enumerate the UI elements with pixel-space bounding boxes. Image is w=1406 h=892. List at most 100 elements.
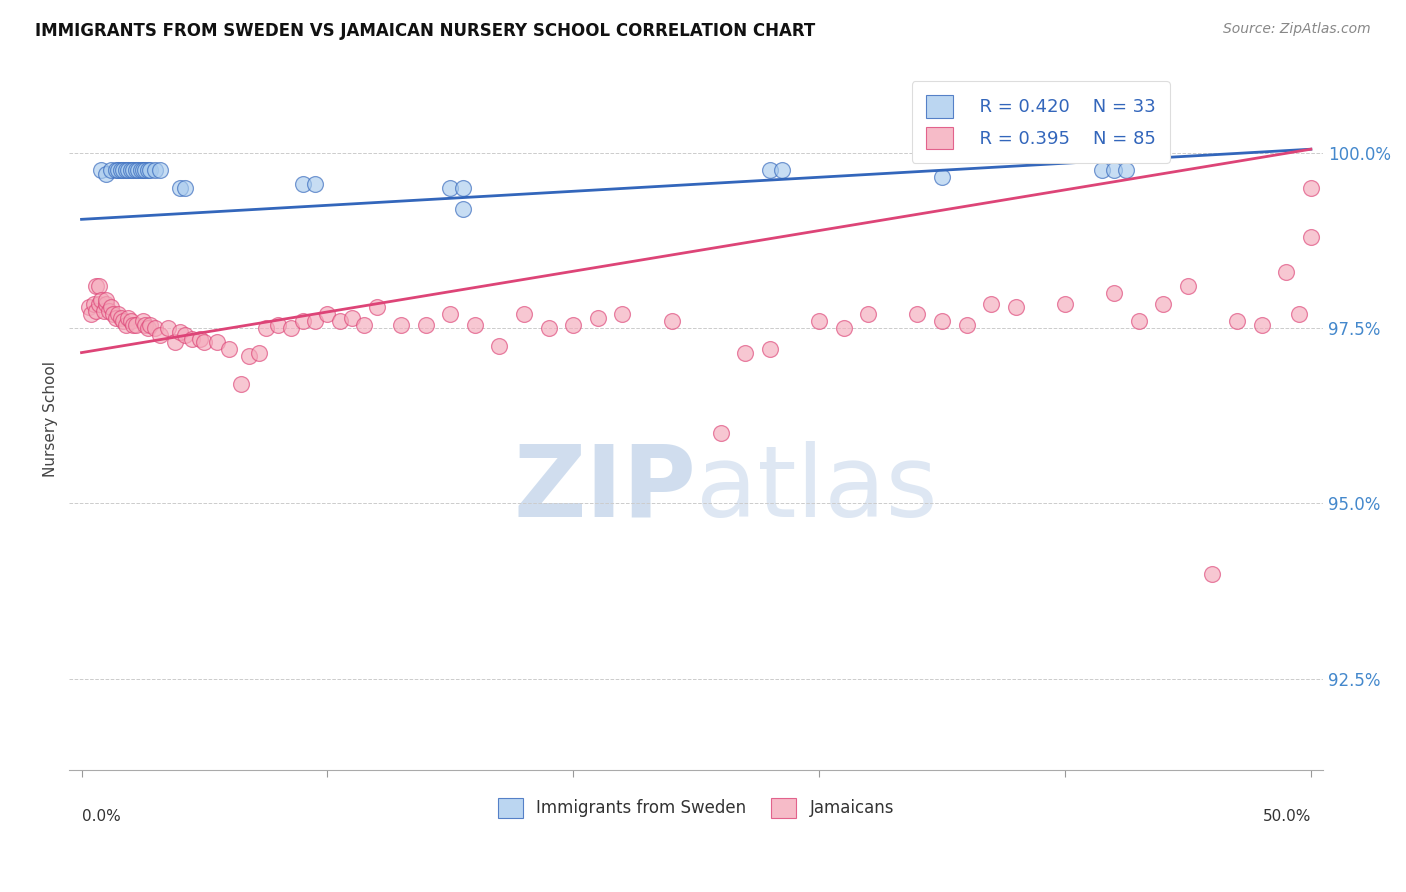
Point [1128, 314, 1150, 328]
Point [87, 279, 110, 293]
Point [104, 310, 127, 325]
Point [112, 314, 135, 328]
Point [173, 328, 195, 343]
Point [238, 349, 260, 363]
Point [513, 307, 536, 321]
Point [1102, 163, 1125, 178]
Point [173, 181, 195, 195]
Point [562, 318, 585, 332]
Text: atlas: atlas [696, 441, 938, 538]
Point [439, 181, 461, 195]
Point [80, 307, 103, 321]
Point [122, 163, 145, 178]
Point [759, 163, 782, 178]
Text: 50.0%: 50.0% [1263, 808, 1310, 823]
Point [181, 332, 204, 346]
Point [734, 345, 756, 359]
Point [84, 279, 107, 293]
Point [136, 321, 159, 335]
Point [134, 318, 156, 332]
Point [291, 178, 314, 192]
Point [759, 342, 782, 356]
Point [956, 318, 979, 332]
Point [832, 321, 855, 335]
Point [858, 307, 880, 321]
Point [537, 321, 560, 335]
Point [117, 310, 139, 325]
Point [280, 321, 302, 335]
Point [149, 328, 172, 343]
Point [304, 178, 326, 192]
Point [254, 321, 277, 335]
Point [143, 321, 166, 335]
Point [1091, 163, 1114, 178]
Point [163, 335, 186, 350]
Point [122, 318, 145, 332]
Point [149, 163, 172, 178]
Point [1299, 230, 1322, 244]
Point [329, 314, 352, 328]
Point [1250, 318, 1272, 332]
Point [103, 307, 125, 321]
Point [586, 310, 609, 325]
Y-axis label: Nursery School: Nursery School [44, 361, 58, 477]
Text: ZIP: ZIP [513, 441, 696, 538]
Point [1053, 296, 1076, 310]
Point [451, 181, 474, 195]
Point [90, 293, 112, 307]
Point [661, 314, 683, 328]
Point [451, 202, 474, 216]
Point [931, 314, 953, 328]
Point [156, 321, 179, 335]
Point [77, 300, 100, 314]
Point [907, 307, 929, 321]
Point [1288, 307, 1310, 321]
Point [389, 318, 412, 332]
Point [464, 318, 486, 332]
Point [1201, 566, 1223, 581]
Point [612, 307, 634, 321]
Text: Source: ZipAtlas.com: Source: ZipAtlas.com [1223, 22, 1371, 37]
Point [136, 163, 159, 178]
Point [1102, 285, 1125, 300]
Point [267, 318, 290, 332]
Point [1226, 314, 1249, 328]
Point [415, 318, 437, 332]
Point [127, 163, 149, 178]
Point [931, 170, 953, 185]
Point [304, 314, 326, 328]
Point [110, 163, 132, 178]
Point [353, 318, 375, 332]
Point [1115, 163, 1137, 178]
Text: 0.0%: 0.0% [82, 808, 121, 823]
Point [94, 296, 117, 310]
Point [770, 163, 793, 178]
Point [87, 296, 110, 310]
Point [93, 303, 115, 318]
Point [231, 377, 253, 392]
Point [1004, 300, 1026, 314]
Point [316, 307, 339, 321]
Point [84, 303, 107, 318]
Point [188, 332, 211, 346]
Point [124, 163, 146, 178]
Point [205, 335, 228, 350]
Point [1275, 265, 1298, 279]
Point [340, 310, 363, 325]
Point [366, 300, 388, 314]
Point [110, 310, 132, 325]
Point [83, 296, 105, 310]
Point [1299, 181, 1322, 195]
Point [808, 314, 831, 328]
Point [104, 163, 127, 178]
Point [129, 163, 152, 178]
Point [120, 163, 142, 178]
Point [710, 426, 733, 441]
Point [94, 167, 117, 181]
Point [488, 338, 510, 352]
Point [132, 314, 155, 328]
Point [100, 163, 122, 178]
Point [94, 293, 117, 307]
Point [124, 318, 146, 332]
Point [134, 163, 156, 178]
